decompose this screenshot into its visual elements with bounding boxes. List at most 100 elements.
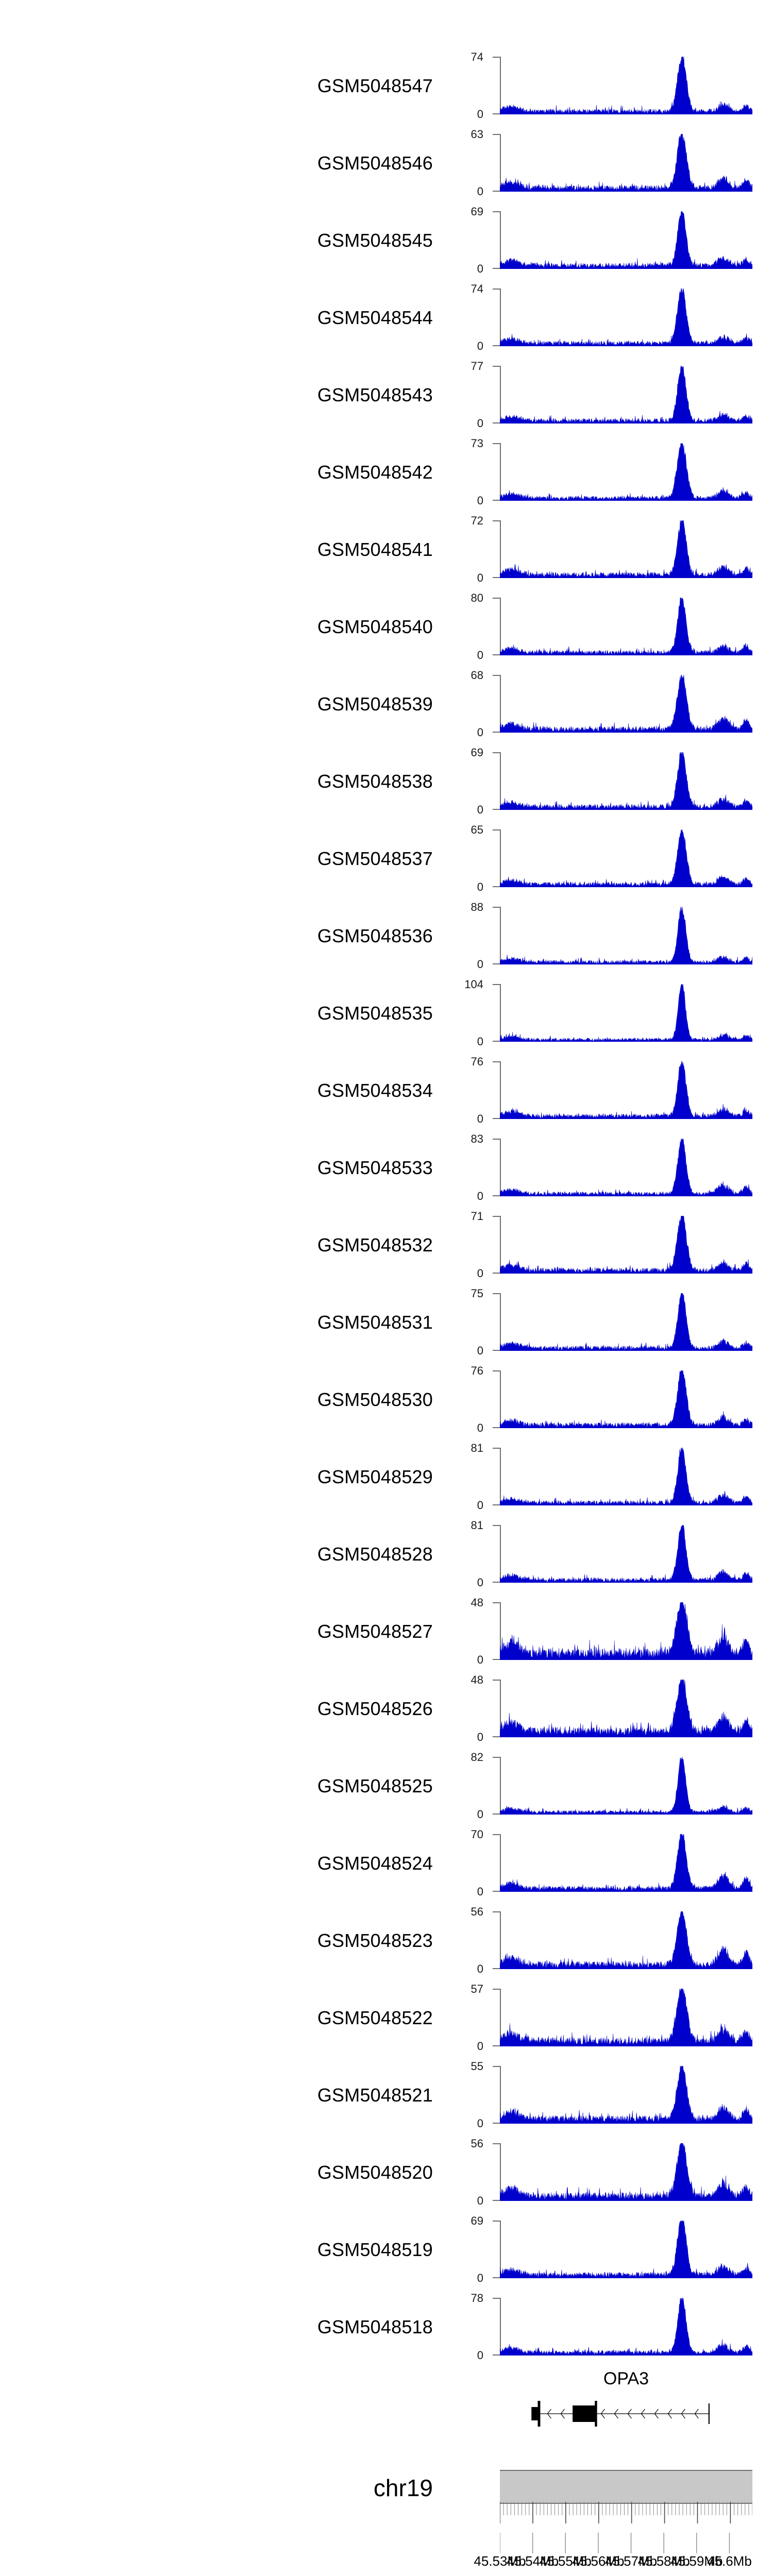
coverage-track: GSM5048529 81 0 (0, 1438, 773, 1516)
coverage-track: GSM5048542 73 0 (0, 434, 773, 511)
y-axis-min-label: 0 (477, 1112, 483, 1125)
y-axis-tick-top (493, 907, 501, 908)
ideogram-ruler-ticks (500, 2502, 752, 2523)
y-axis-tick-top (493, 443, 501, 444)
sample-label: GSM5048547 (317, 75, 433, 96)
y-axis-max-label: 56 (470, 2137, 483, 2150)
coverage-plot (500, 1061, 752, 1119)
y-axis: 55 0 (470, 2060, 501, 2130)
coverage-track: GSM5048538 69 0 (0, 743, 773, 820)
y-axis-min-label: 0 (477, 1267, 483, 1280)
y-axis-tick-bottom (493, 1273, 501, 1274)
y-axis-min-label: 0 (477, 880, 483, 893)
sample-label: GSM5048522 (317, 2007, 433, 2028)
y-axis-line (500, 1680, 501, 1737)
y-axis: 56 0 (470, 1905, 501, 1975)
axis-tick-label: 45.56Mb (572, 2553, 625, 2569)
y-axis-line (500, 1525, 501, 1583)
y-axis-max-label: 48 (470, 1673, 483, 1686)
y-axis-min-label: 0 (477, 1962, 483, 1975)
y-axis-tick-bottom (493, 2045, 501, 2046)
y-axis-line (500, 752, 501, 810)
y-axis-max-label: 75 (470, 1287, 483, 1300)
y-axis-line (500, 1216, 501, 1274)
coverage-plot (500, 289, 752, 346)
axis-tick-label: 45.54Mb (507, 2553, 559, 2569)
y-axis-tick-bottom (493, 654, 501, 655)
y-axis-tick-bottom (493, 1659, 501, 1660)
sample-label: GSM5048545 (317, 230, 433, 251)
coverage-plot (500, 520, 752, 578)
coverage-track: GSM5048536 88 0 (0, 897, 773, 975)
coverage-plot (500, 134, 752, 192)
y-axis: 104 0 (464, 978, 501, 1048)
y-axis-max-label: 76 (470, 1055, 483, 1068)
y-axis-tick-bottom (493, 1891, 501, 1892)
y-axis-min-label: 0 (477, 417, 483, 430)
y-axis-tick-bottom (493, 577, 501, 578)
coverage-plot (500, 57, 752, 114)
y-axis: 82 0 (470, 1751, 501, 1821)
y-axis-tick-top (493, 211, 501, 212)
y-axis: 88 0 (470, 901, 501, 971)
y-axis-tick-top (493, 1293, 501, 1294)
y-axis-line (500, 1834, 501, 1892)
y-axis-line (500, 1911, 501, 1969)
coverage-plot (500, 2221, 752, 2278)
y-axis: 83 0 (470, 1132, 501, 1202)
y-axis-tick-bottom (493, 2277, 501, 2278)
y-axis-tick-top (493, 1139, 501, 1140)
y-axis-line (500, 1448, 501, 1505)
y-axis-tick-top (493, 1216, 501, 1217)
y-axis-max-label: 70 (470, 1828, 483, 1841)
y-axis-min-label: 0 (477, 1344, 483, 1357)
coverage-plot (500, 1911, 752, 1969)
axis-tick-label: 45.6Mb (707, 2553, 752, 2569)
axis-tick-marks (500, 2533, 730, 2553)
y-axis: 68 0 (470, 669, 501, 739)
coverage-track: GSM5048537 65 0 (0, 820, 773, 897)
coverage-track: GSM5048521 55 0 (0, 2057, 773, 2134)
coverage-plot (500, 1989, 752, 2046)
y-axis-tick-bottom (493, 963, 501, 964)
y-axis-min-label: 0 (477, 2272, 483, 2284)
y-axis-min-label: 0 (477, 262, 483, 275)
y-axis-line (500, 2143, 501, 2201)
sample-label: GSM5048541 (317, 539, 433, 560)
coverage-plot (500, 366, 752, 423)
coverage-plot (500, 1834, 752, 1892)
y-axis-tick-top (493, 1680, 501, 1681)
y-axis-min-label: 0 (477, 494, 483, 507)
coverage-track: GSM5048531 75 0 (0, 1284, 773, 1361)
y-axis-max-label: 81 (470, 1519, 483, 1532)
sample-label: GSM5048544 (317, 307, 433, 328)
axis-tick-label: 45.55Mb (539, 2553, 592, 2569)
coverage-track: GSM5048533 83 0 (0, 1129, 773, 1207)
y-axis-tick-bottom (493, 500, 501, 501)
y-axis-tick-top (493, 2143, 501, 2144)
y-axis-line (500, 598, 501, 655)
coverage-track: GSM5048534 76 0 (0, 1052, 773, 1129)
y-axis-line (500, 1989, 501, 2046)
y-axis-tick-bottom (493, 422, 501, 423)
y-axis-max-label: 69 (470, 205, 483, 218)
y-axis-tick-top (493, 57, 501, 58)
y-axis-tick-top (493, 1602, 501, 1603)
y-axis-tick-top (493, 752, 501, 753)
sample-label: GSM5048521 (317, 2084, 433, 2106)
coverage-track: GSM5048524 70 0 (0, 1825, 773, 1902)
sample-label: GSM5048532 (317, 1234, 433, 1256)
y-axis: 74 0 (470, 282, 501, 352)
y-axis-tick-bottom (493, 1118, 501, 1119)
y-axis: 69 0 (470, 746, 501, 816)
y-axis-tick-bottom (493, 113, 501, 114)
coverage-track: GSM5048544 74 0 (0, 279, 773, 357)
y-axis-max-label: 81 (470, 1442, 483, 1454)
y-axis-tick-bottom (493, 1814, 501, 1815)
coverage-plot (500, 1448, 752, 1505)
y-axis-line (500, 984, 501, 1042)
coverage-track-list: GSM5048547 74 0 GSM5048546 63 0 GSM5048545 69 0 G… (0, 47, 773, 2366)
coverage-track: GSM5048540 80 0 (0, 588, 773, 666)
y-axis-tick-top (493, 1989, 501, 1990)
